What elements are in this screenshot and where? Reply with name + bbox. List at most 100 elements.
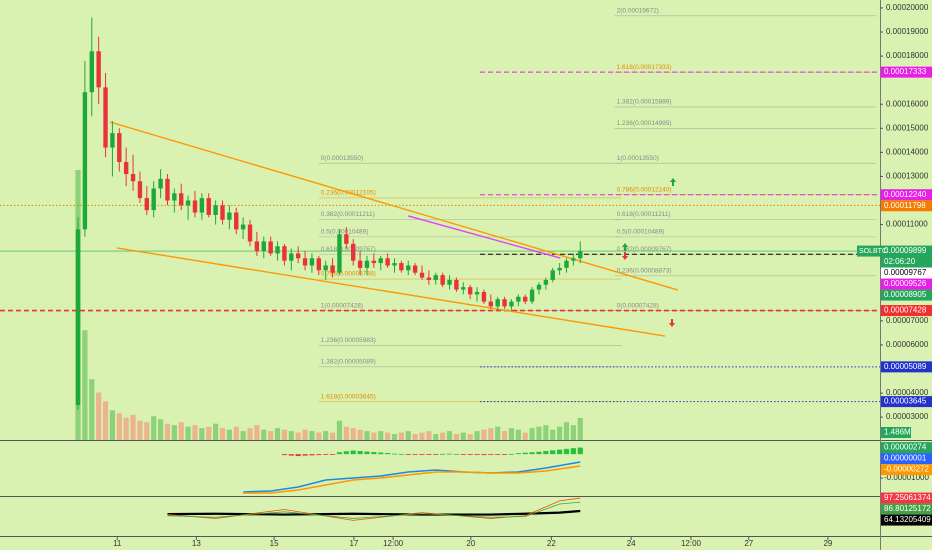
candle-body (364, 260, 370, 268)
candle-body (357, 260, 363, 268)
macd-histogram-bar (357, 451, 363, 455)
fib-label: 0.382(0.00009767) (617, 246, 672, 253)
candle-body (399, 263, 404, 271)
volume-bar (419, 432, 425, 440)
price-tag (881, 442, 932, 454)
volume-bar (398, 432, 404, 440)
candle-body (165, 178, 170, 201)
price-tag-label: 0.00009767 (884, 268, 927, 277)
candle-body (371, 260, 377, 264)
macd-histogram-bar (433, 454, 439, 455)
volume-tag (881, 427, 911, 438)
candle-body (481, 291, 487, 302)
macd-histogram-bar (495, 454, 501, 455)
x-tick-label: 24 (627, 539, 636, 548)
price-tag (881, 200, 932, 212)
macd-histogram-bar (343, 451, 349, 455)
candle-body (316, 258, 322, 271)
candle-body (378, 258, 383, 264)
candle-body (440, 275, 445, 285)
volume-bar (240, 431, 246, 440)
macd-histogram-bar (378, 452, 384, 455)
macd-histogram-bar (563, 448, 570, 455)
fib-label: 1.236(0.00014995) (617, 120, 672, 127)
arrow-up (622, 243, 628, 251)
y-tick-label: 0.00003000 (886, 412, 929, 421)
macd-histogram-bar (515, 453, 521, 455)
macd-histogram-bar (522, 452, 528, 455)
candle-body (137, 181, 143, 199)
macd-histogram-bar (508, 453, 515, 455)
volume-bar (130, 414, 136, 440)
macd-histogram-bar (467, 454, 473, 455)
fib-label: 1.236(0.00005983) (321, 337, 376, 344)
candle-body (467, 287, 473, 295)
y-tick-label: -0.00001000 (884, 473, 929, 482)
candle-body (385, 258, 390, 266)
candle-body (337, 234, 342, 273)
macd-histogram-bar (288, 454, 294, 456)
candle-body (419, 272, 425, 278)
x-tick-label: 17 (349, 539, 358, 548)
volume-bar (488, 428, 494, 440)
candle-body (206, 198, 211, 215)
macd-histogram-bar (412, 454, 418, 455)
volume-bar (192, 425, 198, 440)
candle-body (110, 133, 115, 148)
volume-bar (116, 413, 122, 440)
y-tick-label: 0.00011000 (886, 220, 928, 229)
candle-body (268, 241, 273, 254)
macd-histogram-bar (550, 450, 556, 455)
candle-body (282, 246, 287, 261)
macd-histogram-bar (474, 454, 480, 455)
macd-histogram-bar (398, 453, 404, 455)
candle-body (82, 92, 88, 230)
volume-bar (109, 410, 116, 440)
volume-bar (350, 428, 356, 440)
volume-bar (329, 432, 336, 440)
y-tick-label: 0.00020000 (886, 3, 929, 12)
candle-body (502, 299, 507, 307)
macd-histogram-bar (570, 448, 576, 455)
candle-body (240, 224, 246, 230)
volume-bar (391, 434, 398, 440)
volume-bar (563, 422, 570, 440)
arrow-down (622, 252, 628, 260)
volume-bar (274, 428, 281, 440)
y-tick-label: 0.00015000 (886, 123, 929, 132)
macd-histogram-bar (488, 454, 494, 455)
price-tag (881, 396, 932, 408)
volume-bar (288, 431, 294, 440)
volume-bar (357, 429, 363, 440)
symbol-tag (857, 245, 881, 257)
candle-body (151, 188, 156, 211)
price-tag (881, 492, 932, 504)
y-tick-label: 0.00014000 (886, 147, 929, 156)
macd-line (243, 461, 581, 493)
candle-body (275, 246, 280, 254)
volume-bar (474, 431, 480, 440)
candle-body (392, 263, 397, 266)
volume-bar (82, 330, 88, 440)
trendline (116, 247, 665, 337)
volume-bar (316, 432, 322, 440)
volume-bar (144, 422, 150, 440)
macd-histogram-bar (501, 454, 508, 455)
volume-bar (385, 432, 391, 440)
fib-label: 0.5(0.00010489) (321, 229, 369, 236)
x-tick-label: 29 (823, 539, 832, 548)
fib-label: 0.786(0.00008738) (321, 271, 376, 278)
candle-body (543, 279, 549, 285)
candle-body (454, 279, 459, 290)
fib-label: 0.618(0.00011211) (617, 211, 671, 218)
price-tag (881, 267, 932, 279)
price-tag-label: -0.00000272 (884, 465, 929, 474)
candle-body (412, 265, 418, 273)
candle-body (117, 133, 122, 162)
symbol-label: SOLBTC (859, 248, 887, 255)
price-tag-label: 0.00005089 (884, 362, 927, 371)
candle-body (509, 301, 514, 307)
macd-histogram-bar (364, 451, 370, 455)
price-tag (881, 66, 932, 78)
macd-histogram-bar (440, 453, 446, 455)
